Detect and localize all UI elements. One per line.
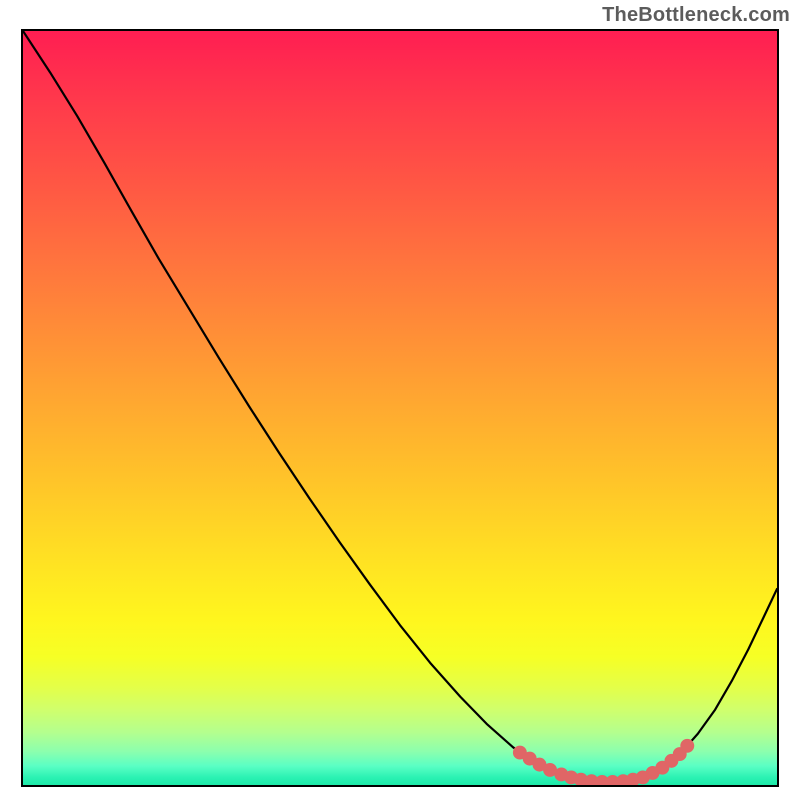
marker-point: [681, 739, 694, 752]
plot-area: [21, 29, 779, 787]
watermark-text: TheBottleneck.com: [602, 4, 790, 27]
optimal-range-markers: [23, 31, 777, 785]
chart-canvas: TheBottleneck.com: [0, 0, 800, 800]
